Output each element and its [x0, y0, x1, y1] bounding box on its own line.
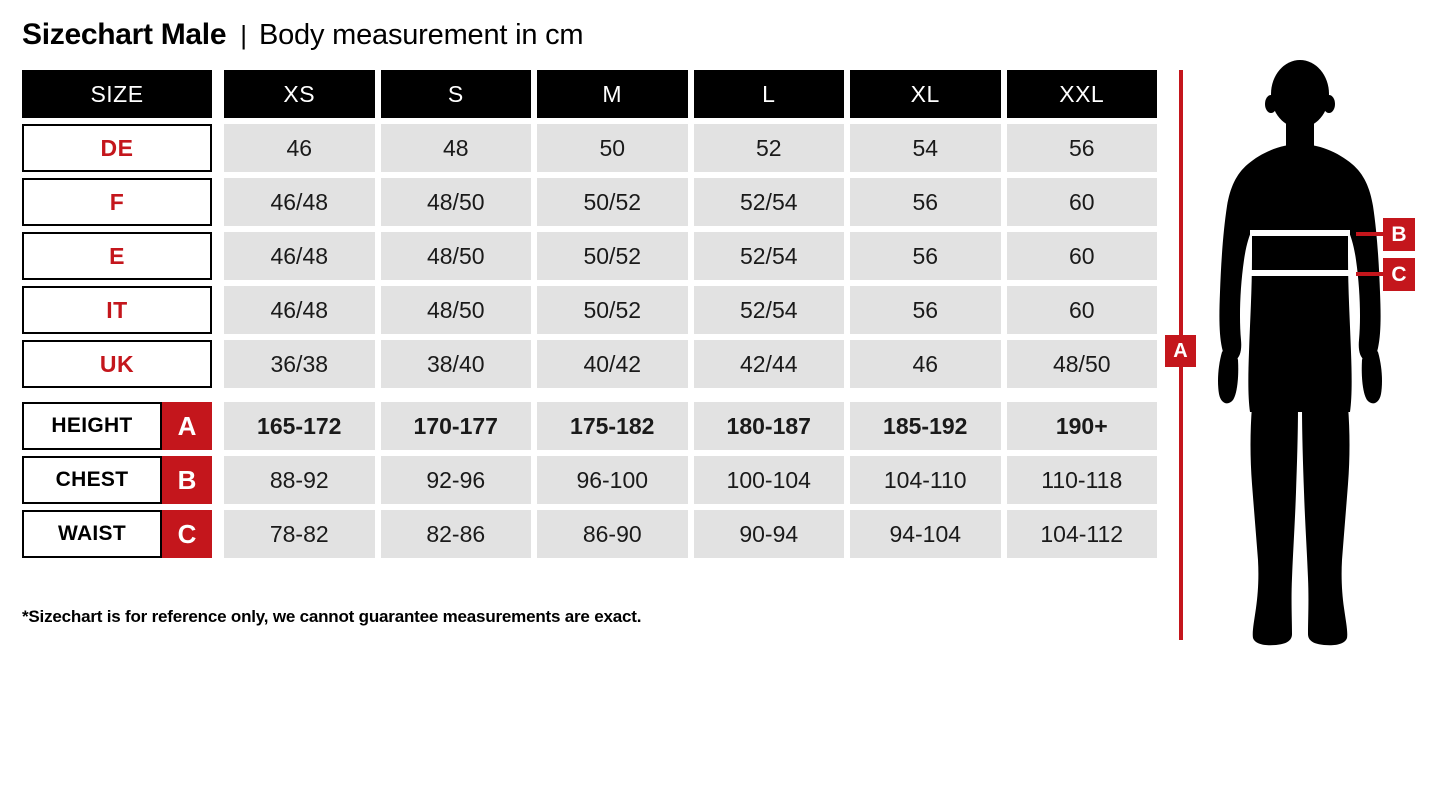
cell-height-xl: 185-192: [850, 402, 1001, 450]
cell-e-l: 52/54: [693, 232, 844, 280]
cell-waist-xs: 78-82: [224, 510, 375, 558]
disclaimer-text: *Sizechart is for reference only, we can…: [22, 607, 642, 626]
row-label-de: DE: [22, 124, 212, 172]
cell-it-l: 52/54: [693, 286, 844, 334]
cell-chest-l: 100-104: [693, 456, 844, 504]
cell-uk-xl: 46: [850, 340, 1001, 388]
country-label: F: [22, 178, 212, 226]
country-label: UK: [22, 340, 212, 388]
cell-waist-s: 82-86: [380, 510, 531, 558]
header-size-xxl: XXL: [1006, 70, 1157, 118]
cell-height-s: 170-177: [380, 402, 531, 450]
cell-de-m: 50: [537, 124, 688, 172]
header-size-xs: XS: [224, 70, 375, 118]
header-size-m: M: [537, 70, 688, 118]
header-size-xl: XL: [850, 70, 1001, 118]
cell-f-xxl: 60: [1006, 178, 1157, 226]
table-row: HEIGHT A 165-172 170-177 175-182 180-187…: [22, 402, 1157, 450]
title-main: Sizechart Male: [22, 18, 227, 51]
cell-e-xl: 56: [850, 232, 1001, 280]
cell-it-s: 48/50: [380, 286, 531, 334]
body-figure: A B C: [1160, 60, 1441, 660]
cell-chest-xl: 104-110: [850, 456, 1001, 504]
measure-badge-c: C: [162, 510, 212, 558]
measure-badge-a: A: [162, 402, 212, 450]
cell-f-xs: 46/48: [224, 178, 375, 226]
measure-name: HEIGHT: [22, 402, 162, 450]
cell-uk-xxl: 48/50: [1006, 340, 1157, 388]
row-label-e: E: [22, 232, 212, 280]
table-row: IT 46/48 48/50 50/52 52/54 56 60: [22, 286, 1157, 334]
cell-e-xxl: 60: [1006, 232, 1157, 280]
cell-e-s: 48/50: [380, 232, 531, 280]
table-row: F 46/48 48/50 50/52 52/54 56 60: [22, 178, 1157, 226]
table-row: E 46/48 48/50 50/52 52/54 56 60: [22, 232, 1157, 280]
cell-de-xxl: 56: [1006, 124, 1157, 172]
cell-chest-xxl: 110-118: [1006, 456, 1157, 504]
cell-it-xxl: 60: [1006, 286, 1157, 334]
cell-f-s: 48/50: [380, 178, 531, 226]
cell-height-l: 180-187: [693, 402, 844, 450]
sizechart-table: SIZE XS S M L XL XXL DE 46 48 50 52 54 5…: [22, 70, 1157, 564]
cell-de-l: 52: [693, 124, 844, 172]
title-separator: |: [240, 20, 247, 50]
cell-chest-xs: 88-92: [224, 456, 375, 504]
row-label-height: HEIGHT A: [22, 402, 212, 450]
cell-chest-s: 92-96: [380, 456, 531, 504]
measurement-block: HEIGHT A 165-172 170-177 175-182 180-187…: [22, 402, 1157, 558]
measure-badge-b: B: [162, 456, 212, 504]
row-label-f: F: [22, 178, 212, 226]
cell-height-xxl: 190+: [1006, 402, 1157, 450]
cell-f-m: 50/52: [537, 178, 688, 226]
cell-it-xl: 56: [850, 286, 1001, 334]
cell-e-m: 50/52: [537, 232, 688, 280]
cell-waist-m: 86-90: [537, 510, 688, 558]
figure-badge-c: C: [1383, 258, 1415, 291]
figure-badge-a: A: [1165, 335, 1196, 367]
title-subtitle: Body measurement in cm: [258, 19, 584, 51]
header-size-s: S: [380, 70, 531, 118]
cell-uk-xs: 36/38: [224, 340, 375, 388]
male-silhouette-icon: [1218, 60, 1382, 646]
cell-height-m: 175-182: [537, 402, 688, 450]
country-label: DE: [22, 124, 212, 172]
row-label-uk: UK: [22, 340, 212, 388]
cell-waist-xxl: 104-112: [1006, 510, 1157, 558]
waist-leader-line: [1356, 272, 1388, 276]
cell-height-xs: 165-172: [224, 402, 375, 450]
cell-chest-m: 96-100: [537, 456, 688, 504]
cell-de-s: 48: [380, 124, 531, 172]
table-header-row: SIZE XS S M L XL XXL: [22, 70, 1157, 118]
table-row: CHEST B 88-92 92-96 96-100 100-104 104-1…: [22, 456, 1157, 504]
cell-it-m: 50/52: [537, 286, 688, 334]
cell-de-xs: 46: [224, 124, 375, 172]
cell-f-l: 52/54: [693, 178, 844, 226]
figure-badge-b: B: [1383, 218, 1415, 251]
header-size-label: SIZE: [22, 70, 212, 118]
header-size-l: L: [693, 70, 844, 118]
cell-uk-l: 42/44: [693, 340, 844, 388]
cell-e-xs: 46/48: [224, 232, 375, 280]
country-label: E: [22, 232, 212, 280]
cell-waist-l: 90-94: [693, 510, 844, 558]
measure-name: WAIST: [22, 510, 162, 558]
cell-it-xs: 46/48: [224, 286, 375, 334]
page-title: Sizechart Male | Body measurement in cm: [22, 18, 584, 52]
row-label-it: IT: [22, 286, 212, 334]
cell-waist-xl: 94-104: [850, 510, 1001, 558]
row-label-waist: WAIST C: [22, 510, 212, 558]
table-row: DE 46 48 50 52 54 56: [22, 124, 1157, 172]
chest-leader-line: [1356, 232, 1388, 236]
row-label-chest: CHEST B: [22, 456, 212, 504]
table-row: WAIST C 78-82 82-86 86-90 90-94 94-104 1…: [22, 510, 1157, 558]
table-row: UK 36/38 38/40 40/42 42/44 46 48/50: [22, 340, 1157, 388]
cell-uk-s: 38/40: [380, 340, 531, 388]
cell-f-xl: 56: [850, 178, 1001, 226]
cell-de-xl: 54: [850, 124, 1001, 172]
measure-name: CHEST: [22, 456, 162, 504]
country-label: IT: [22, 286, 212, 334]
cell-uk-m: 40/42: [537, 340, 688, 388]
